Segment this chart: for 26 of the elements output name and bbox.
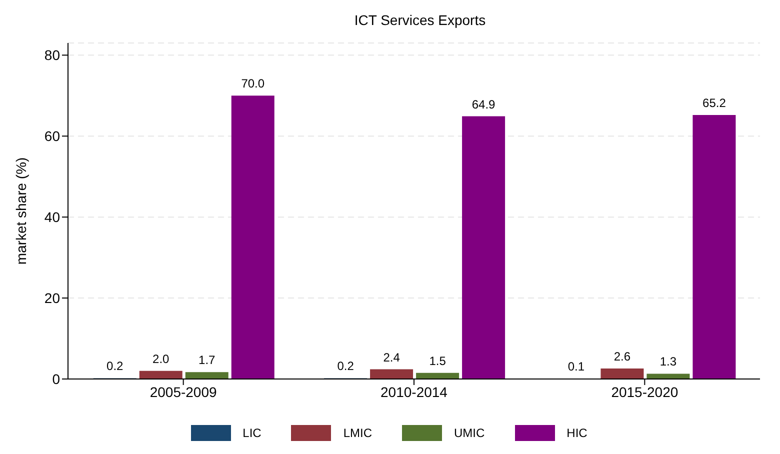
x-tick-label: 2005-2009 [150,384,218,400]
y-tick-label: 60 [44,128,60,144]
y-tick-label: 40 [44,209,60,226]
chart-title: ICT Services Exports [353,12,487,28]
y-tick-label: 80 [44,47,60,64]
data-label: 65.2 [702,96,726,110]
x-tick-label: 2010-2014 [380,384,448,400]
data-label: 0.2 [337,359,354,374]
data-label: 64.9 [472,97,496,112]
y-tick-label: 20 [44,290,60,306]
data-label: 1.5 [429,354,446,368]
x-tick-label: 2015-2020 [611,384,678,400]
data-label: 1.7 [198,353,216,368]
data-label: 2.4 [383,350,400,364]
legend-label: LMIC [343,426,372,440]
data-label: 0.2 [106,359,124,374]
legend-label: LIC [242,426,262,440]
data-label: 70.0 [241,76,265,91]
y-tick-label: 0 [52,370,60,387]
legend-label: HIC [566,426,588,440]
legend-label: UMIC [454,426,485,440]
data-label: 2.6 [614,349,631,364]
data-label: 0.1 [568,360,585,374]
data-label: 2.0 [152,352,170,366]
y-axis-title: market share (%) [12,157,29,265]
data-label: 1.3 [660,354,677,369]
